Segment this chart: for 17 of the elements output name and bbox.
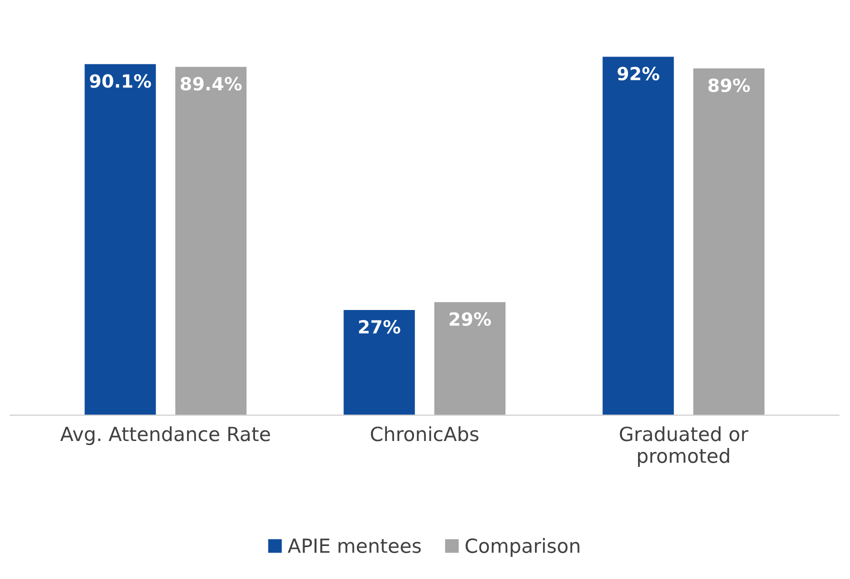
legend-label: APIE mentees <box>288 538 421 554</box>
legend-label: Comparison <box>466 538 580 557</box>
bar <box>434 302 506 416</box>
bar <box>175 66 247 416</box>
data-label: 90.1% <box>90 74 152 88</box>
x-tick-label: ChronicAbs <box>370 426 478 442</box>
data-label: 29% <box>450 312 491 326</box>
bar <box>84 64 156 416</box>
data-label: 27% <box>359 320 400 334</box>
data-label: 92% <box>618 66 660 80</box>
data-label: 89.4% <box>180 76 242 91</box>
data-label: 89% <box>708 78 750 92</box>
bar <box>693 68 764 416</box>
x-tick-label: Avg. Attendance Rate <box>60 426 270 446</box>
bar <box>602 56 674 416</box>
bar <box>344 310 415 416</box>
x-tick-label: Graduated or promoted <box>620 426 748 467</box>
